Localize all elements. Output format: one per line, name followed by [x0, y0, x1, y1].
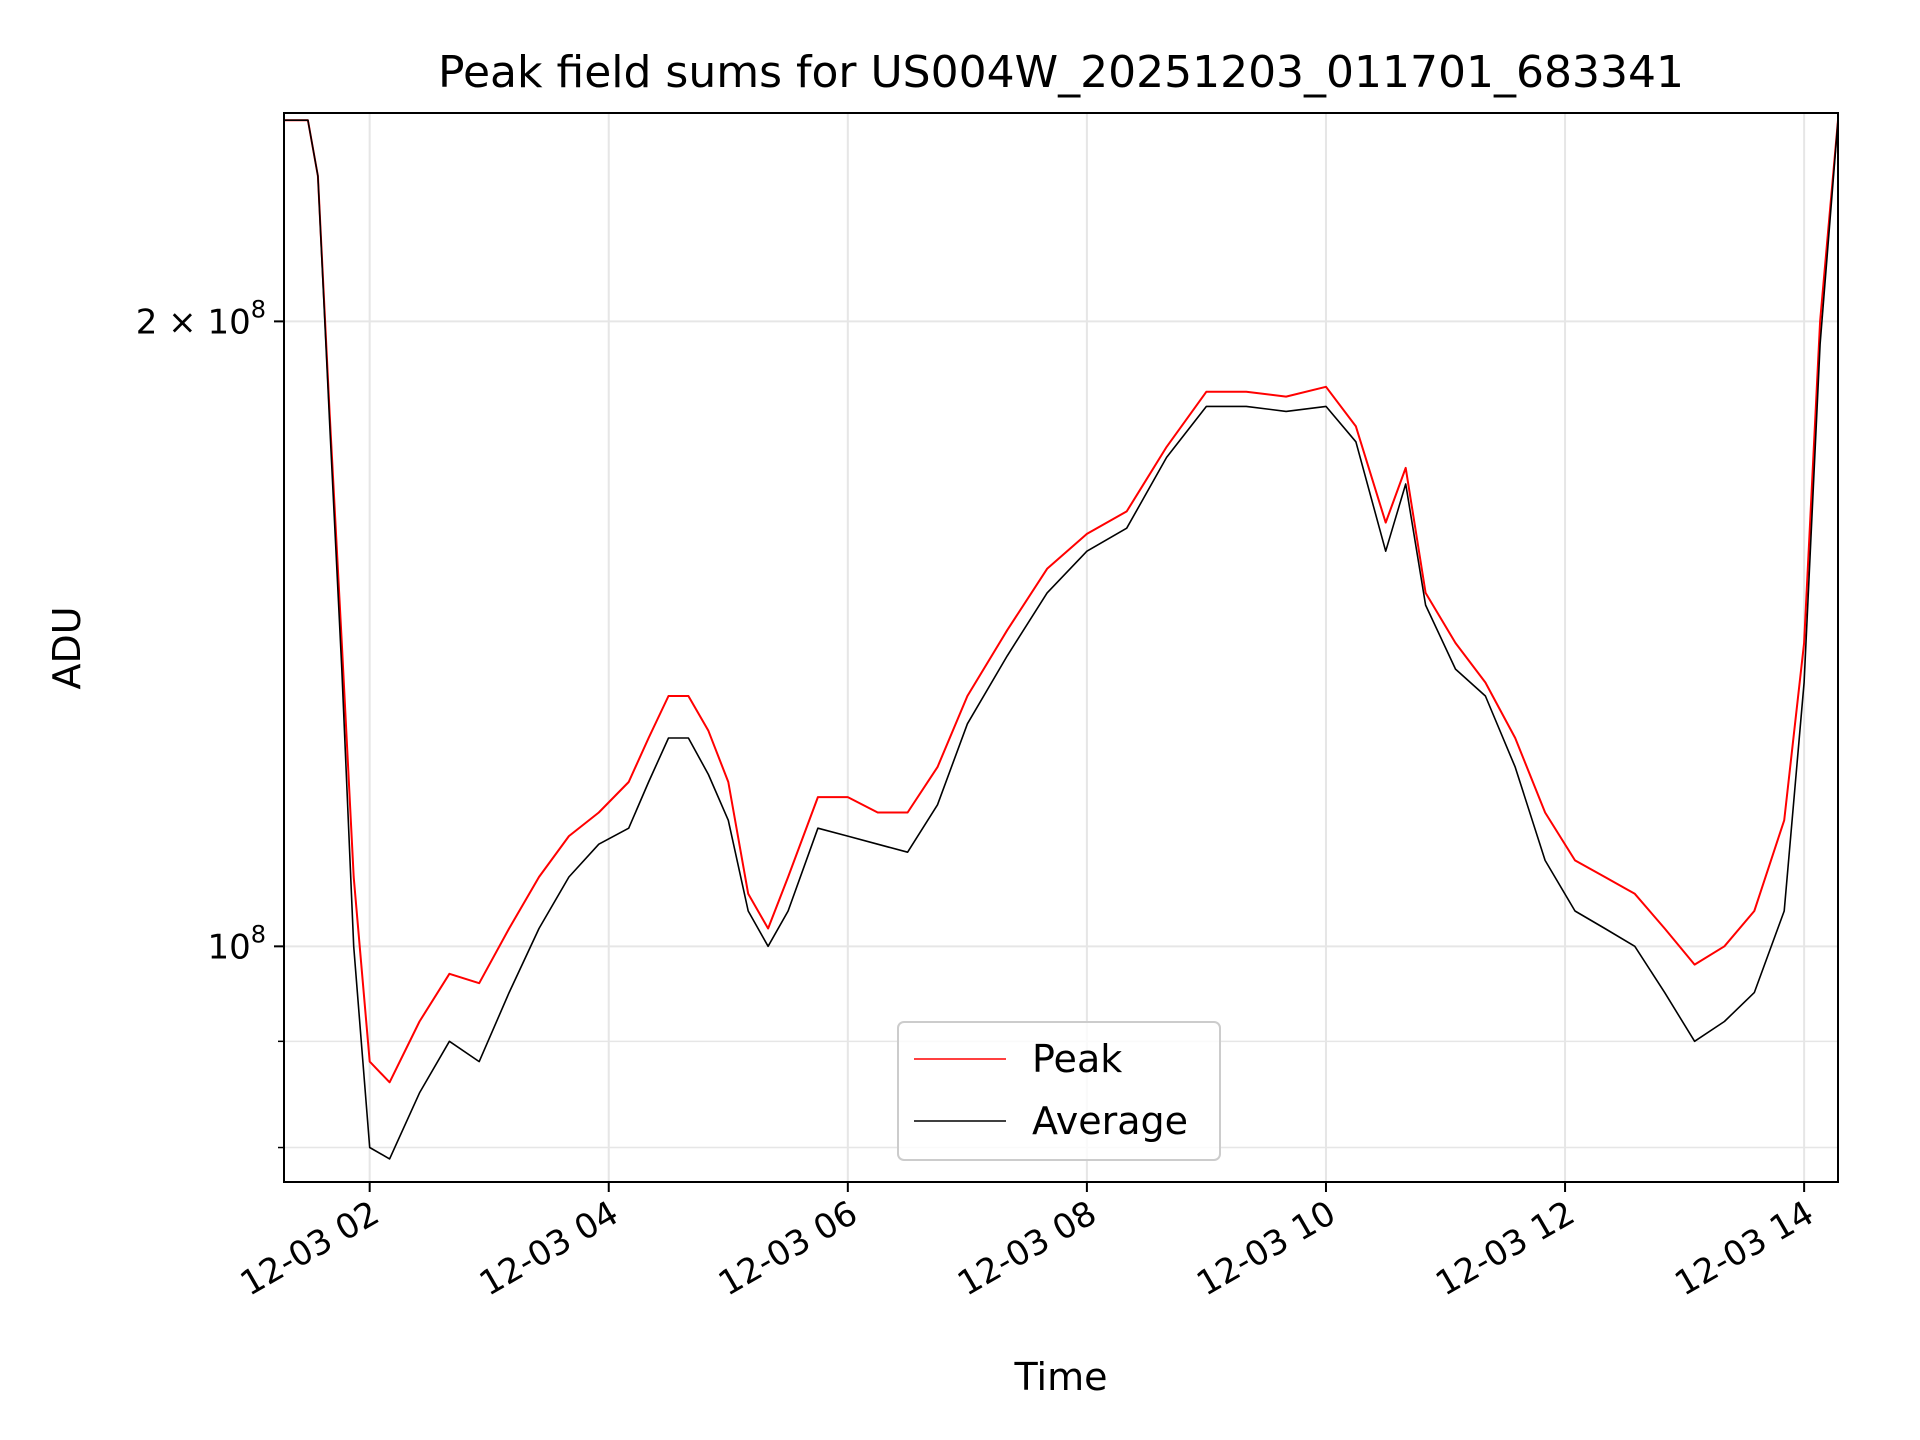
series-layer [284, 119, 1838, 1160]
y-tick-label: 108 [207, 920, 266, 967]
plot-area [284, 113, 1838, 1182]
series-line-peak [284, 119, 1838, 1084]
y-axis-label: ADU [45, 606, 89, 689]
legend-label-peak: Peak [1032, 1037, 1122, 1081]
y-axis-ticks: 108 2 × 108 [136, 295, 284, 1149]
series-line-average [284, 119, 1838, 1160]
legend: Peak Average [897, 1021, 1221, 1161]
legend-box [897, 1021, 1221, 1161]
y-tick-label: 2 × 108 [136, 295, 266, 342]
x-axis-label: Time [1014, 1355, 1108, 1399]
legend-label-average: Average [1032, 1099, 1188, 1143]
axes-frame [283, 112, 1839, 1183]
chart-title: Peak field sums for US004W_20251203_0117… [438, 47, 1684, 98]
